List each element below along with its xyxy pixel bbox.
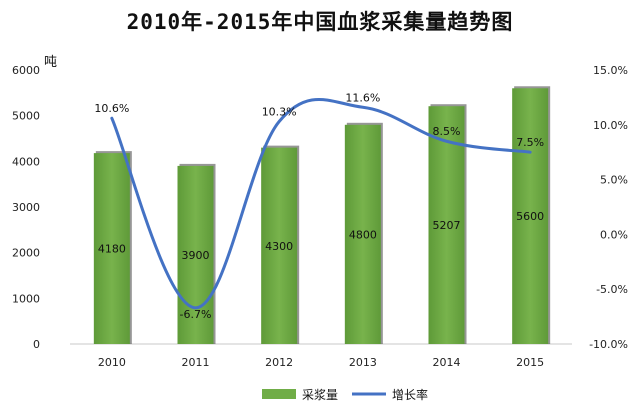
right-axis-tick-label: -5.0% [596,283,628,296]
right-axis-tick-label: 0.0% [600,228,628,241]
right-axis-tick-label: 15.0% [593,64,628,77]
growth-rate-line [110,98,532,310]
x-axis-tick-label: 2014 [433,356,461,369]
left-axis-tick-label: 2000 [12,247,40,260]
bar-data-label: 5600 [516,210,544,223]
x-axis-tick-label: 2012 [265,356,293,369]
legend-label: 增长率 [392,387,428,402]
bar [512,88,549,345]
bar [261,147,298,344]
rate-data-label: 8.5% [433,125,461,138]
rate-data-label: 10.3% [262,106,297,119]
legend-label: 采浆量 [302,387,338,402]
bar-data-label: 4800 [349,228,377,241]
chart-title: 2010年-2015年中国血浆采集量趋势图 [126,10,514,34]
bar [93,153,130,344]
left-axis-tick-label: 1000 [12,292,40,305]
left-axis-tick-label: 6000 [12,64,40,77]
left-axis-tick-label: 4000 [12,155,40,168]
right-axis-tick-label: 10.0% [593,119,628,132]
left-axis-tick-label: 0 [33,338,40,351]
bar-data-label: 5207 [433,219,461,232]
rate-data-label: 11.6% [345,91,380,104]
x-axis-tick-label: 2013 [349,356,377,369]
bar-data-label: 3900 [182,249,210,262]
x-axis-tick-label: 2011 [182,356,210,369]
left-axis-tick-label: 5000 [12,110,40,123]
bar [177,165,214,344]
left-axis-tick-label: 3000 [12,201,40,214]
bar-data-label: 4180 [98,243,126,256]
rate-data-label: -6.7% [180,308,212,321]
right-axis-tick-label: 5.0% [600,174,628,187]
left-axis-unit: 吨 [44,55,57,70]
bar [428,106,465,344]
rate-data-label: 7.5% [516,136,544,149]
right-axis-tick-label: -10.0% [589,338,628,351]
legend-swatch-bar [262,389,296,399]
x-axis-tick-label: 2010 [98,356,126,369]
rate-data-label: 10.6% [94,102,129,115]
x-axis-tick-label: 2015 [516,356,544,369]
bar-data-label: 4300 [265,240,293,253]
bar [344,124,381,344]
